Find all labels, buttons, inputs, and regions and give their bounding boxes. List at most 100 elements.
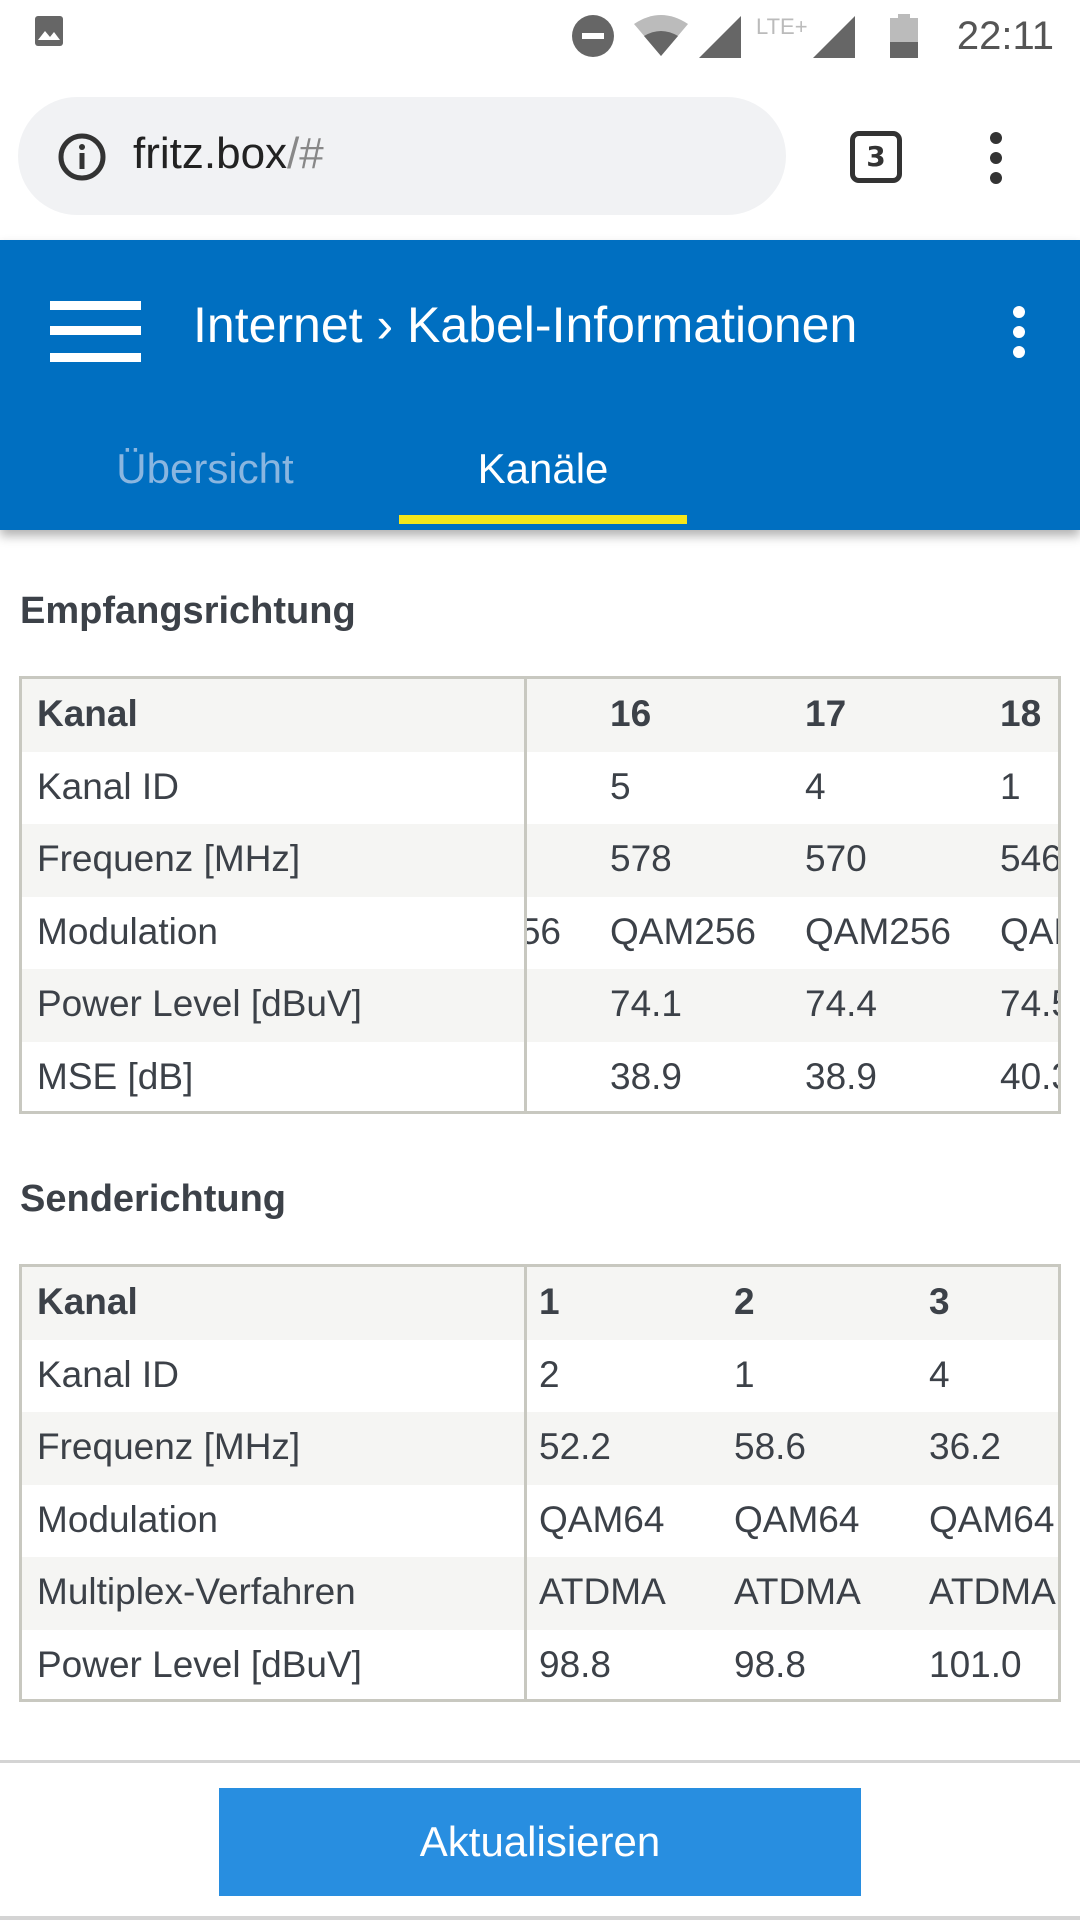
table-cell: 74.1 <box>610 983 683 1024</box>
row-label: MSE [dB] <box>37 1055 194 1097</box>
hamburger-menu-icon[interactable] <box>0 240 160 390</box>
upstream-table[interactable]: Kanal 1 2 3 Kanal ID 2 1 4 Frequenz [MHz] 52.2 58.… <box>19 1264 1061 1702</box>
table-row: Modulation QAM64 QAM64 QAM64 <box>22 1484 1058 1558</box>
row-label: Kanal <box>37 693 138 734</box>
downstream-heading: Empfangsrichtung <box>20 590 356 632</box>
table-cell: 74.4 <box>805 983 878 1024</box>
breadcrumb: Internet › Kabel-Informationen <box>193 296 857 354</box>
scrollable-cells[interactable]: QAM256 QAM256 QAM256 QAM256 <box>527 897 1058 970</box>
table-row: Power Level [dBuV] 74.1 74.4 74.5 <box>22 969 1058 1042</box>
wifi-icon <box>634 15 688 56</box>
status-bar: LTE+ 22:11 <box>0 0 1080 90</box>
table-cell: 18 <box>1000 693 1042 734</box>
row-label: Power Level [dBuV] <box>37 1643 362 1685</box>
table-cell: 58.6 <box>734 1426 807 1467</box>
table-cell: 1 <box>1000 765 1021 807</box>
row-label: Frequenz [MHz] <box>37 838 301 879</box>
table-row: Frequenz [MHz] 52.2 58.6 36.2 <box>22 1412 1058 1485</box>
network-type: LTE+ <box>756 14 808 39</box>
scrollable-cells[interactable]: ATDMA ATDMA ATDMA <box>527 1557 1058 1630</box>
table-cell: QAM64 <box>929 1498 1055 1540</box>
signal-icon <box>699 16 741 58</box>
scrollable-cells[interactable]: 38.9 38.9 40.3 <box>527 1042 1058 1112</box>
tab-kanaele[interactable]: Kanäle <box>477 445 609 492</box>
app-header: Internet › Kabel-Informationen Übersicht… <box>0 240 1080 530</box>
scrollable-cells[interactable]: 98.8 98.8 101.0 <box>527 1630 1058 1700</box>
downstream-table[interactable]: Kanal 16 17 18 Kanal ID 5 4 1 Frequenz [MHz] 578 5… <box>19 676 1061 1114</box>
scrollable-cells[interactable]: 1 2 3 <box>527 1267 1058 1340</box>
address-bar[interactable]: fritz.box/# <box>18 97 786 215</box>
scrollable-cells[interactable]: 16 17 18 <box>527 679 1058 752</box>
column-divider <box>524 679 527 1111</box>
table-cell: 74.5 <box>1000 983 1058 1024</box>
row-label: Kanal ID <box>37 1353 179 1395</box>
dnd-icon <box>572 15 614 57</box>
table-cell: 4 <box>929 1353 950 1395</box>
image-icon <box>35 16 63 46</box>
scrollable-cells[interactable]: 52.2 58.6 36.2 <box>527 1412 1058 1485</box>
table-cell: 36.2 <box>929 1426 1002 1467</box>
table-cell: QAM64 <box>734 1498 860 1540</box>
table-cell: 4 <box>805 765 826 807</box>
scrollable-cells[interactable]: 74.1 74.4 74.5 <box>527 969 1058 1042</box>
table-cell: 52.2 <box>539 1426 612 1467</box>
table-cell: ATDMA <box>539 1571 666 1612</box>
refresh-button[interactable]: Aktualisieren <box>219 1788 861 1896</box>
breadcrumb-current: Kabel-Informationen <box>407 297 858 353</box>
table-row: Kanal 16 17 18 <box>22 679 1058 752</box>
scrollable-cells[interactable]: 578 570 546 <box>527 824 1058 897</box>
table-cell: 546 <box>1000 838 1058 879</box>
url-text[interactable]: fritz.box/# <box>133 129 324 179</box>
table-cell: 40.3 <box>1000 1055 1058 1097</box>
url-host: fritz.box <box>133 129 288 178</box>
table-cell: QAM256 <box>1000 910 1058 952</box>
table-cell: 38.9 <box>610 1055 683 1097</box>
table-cell: 98.8 <box>539 1643 612 1685</box>
upstream-heading: Senderichtung <box>20 1178 287 1220</box>
table-cell: 2 <box>734 1281 755 1322</box>
signal-icon <box>813 16 855 58</box>
table-cell: 98.8 <box>734 1643 807 1685</box>
active-tab-indicator <box>399 515 687 524</box>
breadcrumb-separator-icon: › <box>376 297 394 353</box>
table-cell: 2 <box>539 1353 560 1395</box>
table-cell: QAM256 <box>527 910 562 952</box>
row-label: Kanal <box>37 1281 138 1322</box>
table-row: Kanal 1 2 3 <box>22 1267 1058 1340</box>
table-cell: 5 <box>610 765 631 807</box>
table-cell: QAM256 <box>610 910 757 952</box>
table-cell: QAM64 <box>539 1498 665 1540</box>
breadcrumb-internet[interactable]: Internet <box>193 297 363 353</box>
table-row: Modulation QAM256 QAM256 QAM256 QAM256 <box>22 896 1058 970</box>
clock: 22:11 <box>956 14 1054 58</box>
row-label: Kanal ID <box>37 765 179 807</box>
info-icon[interactable] <box>58 133 106 181</box>
table-cell: 17 <box>805 693 847 734</box>
table-cell: ATDMA <box>734 1571 861 1612</box>
row-label: Power Level [dBuV] <box>37 983 362 1024</box>
table-cell: 38.9 <box>805 1055 878 1097</box>
app-menu-icon[interactable] <box>1008 304 1030 360</box>
tab-count-button[interactable]: 3 <box>850 131 902 183</box>
table-row: Kanal ID 5 4 1 <box>22 751 1058 825</box>
scrollable-cells[interactable]: QAM64 QAM64 QAM64 <box>527 1485 1058 1558</box>
table-cell: 16 <box>610 693 652 734</box>
scrollable-cells[interactable]: 5 4 1 <box>527 752 1058 825</box>
browser-menu-icon[interactable] <box>985 130 1007 186</box>
tab-uebersicht[interactable]: Übersicht <box>116 445 294 492</box>
table-cell: QAM256 <box>805 910 952 952</box>
bottom-divider <box>0 1916 1080 1920</box>
table-row: Multiplex-Verfahren ATDMA ATDMA ATDMA <box>22 1557 1058 1630</box>
table-row: MSE [dB] 38.9 38.9 40.3 <box>22 1041 1058 1112</box>
url-path: /# <box>287 129 324 178</box>
table-row: Power Level [dBuV] 98.8 98.8 101.0 <box>22 1629 1058 1700</box>
row-label: Modulation <box>37 1498 219 1540</box>
table-cell: 578 <box>610 838 672 879</box>
table-row: Kanal ID 2 1 4 <box>22 1339 1058 1413</box>
scrollable-cells[interactable]: 2 1 4 <box>527 1340 1058 1413</box>
footer-divider <box>0 1760 1080 1763</box>
table-cell: 570 <box>805 838 867 879</box>
table-cell: 1 <box>539 1281 560 1322</box>
table-cell: 101.0 <box>929 1643 1022 1685</box>
table-cell: 1 <box>734 1353 755 1395</box>
